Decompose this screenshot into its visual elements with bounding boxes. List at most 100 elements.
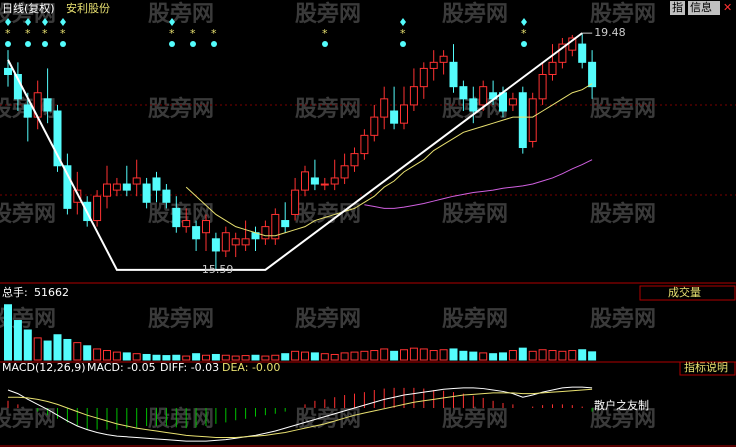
dea-line — [8, 388, 593, 439]
volume-bar — [241, 355, 250, 361]
volume-bar — [13, 320, 22, 361]
signal-diamond — [42, 18, 48, 26]
candle-body — [469, 98, 478, 112]
volume-bar — [350, 351, 359, 361]
dea-text: DEA: -0.00 — [222, 361, 280, 374]
candle-body — [459, 86, 468, 100]
candle-body — [53, 110, 62, 167]
icon-info-label[interactable]: 信息 — [690, 0, 712, 14]
volume-bar — [132, 353, 141, 361]
author-text: 散户之友制 — [594, 398, 649, 412]
volume-bar — [301, 351, 309, 361]
signal-dot — [400, 41, 406, 47]
candle-body — [499, 92, 507, 112]
volume-bar — [459, 350, 468, 361]
candle-body — [330, 177, 339, 185]
signal-star: * — [322, 27, 328, 40]
candle-body — [578, 43, 587, 63]
watermark: 股旁网 — [442, 306, 508, 332]
candle-body — [152, 177, 161, 191]
diff-text: DIFF: -0.03 — [160, 361, 219, 374]
volume-bar — [23, 329, 32, 361]
volume-bar — [93, 348, 102, 361]
signal-dot — [169, 41, 175, 47]
volume-bar — [489, 353, 498, 361]
candle-body — [390, 110, 399, 124]
signal-dot — [521, 41, 527, 47]
volume-bar — [211, 353, 220, 361]
volume-bar — [360, 350, 369, 361]
candle-body — [350, 153, 359, 167]
volume-bar — [182, 355, 191, 361]
icon-info[interactable] — [688, 1, 720, 15]
signal-dot — [25, 41, 31, 47]
watermark: 股旁网 — [148, 1, 214, 27]
signal-star: * — [169, 27, 175, 40]
signal-diamond — [25, 18, 31, 26]
volume-bar — [340, 352, 349, 361]
zigzag — [7, 32, 583, 271]
volume-bar — [221, 354, 230, 361]
candle-body — [202, 220, 210, 234]
candle-body — [231, 238, 240, 246]
signal-star: * — [190, 27, 196, 40]
volume-bar — [192, 353, 201, 361]
volume-bar — [103, 350, 111, 361]
candle-body — [211, 238, 220, 252]
watermark: 股旁网 — [590, 201, 656, 227]
candle-body — [23, 104, 32, 118]
volume-bar — [429, 350, 438, 361]
candle-body — [588, 61, 597, 88]
icon-zhi-label[interactable]: 指 — [672, 0, 683, 14]
candle-body — [400, 104, 408, 124]
watermark: 股旁网 — [590, 96, 656, 122]
volume-bar — [588, 351, 597, 361]
explain-button-label[interactable]: 指标说明 — [684, 360, 728, 374]
signal-star: * — [400, 27, 406, 40]
volume-bar — [43, 340, 52, 361]
macd-text: MACD: -0.05 — [87, 361, 156, 374]
signal-dot — [60, 41, 66, 47]
signal-star: * — [60, 27, 66, 40]
period-label: 日线(复权) — [2, 1, 55, 15]
volume-bar — [400, 349, 408, 361]
volume-bar — [63, 338, 72, 361]
volume-bar — [370, 350, 379, 361]
volume-bar — [53, 334, 62, 361]
volume-bar — [499, 352, 507, 361]
watermark: 股旁网 — [590, 406, 656, 432]
candle-body — [142, 183, 151, 203]
icon-close[interactable]: ✕ — [723, 1, 732, 14]
volume-bar — [271, 354, 280, 361]
candle-body — [4, 67, 12, 76]
volume-bar — [330, 353, 339, 361]
watermark: 股旁网 — [442, 201, 508, 227]
candle-body — [43, 98, 52, 112]
candle-body — [479, 86, 488, 106]
candle-body — [93, 195, 102, 222]
explain-button[interactable] — [679, 361, 736, 376]
volume-bar — [479, 352, 488, 361]
signal-dot — [42, 41, 48, 47]
candle-body — [419, 67, 428, 88]
volume-bar — [390, 350, 399, 361]
volume-bar — [310, 352, 319, 361]
watermark: 股旁网 — [0, 201, 56, 227]
icon-zhi[interactable] — [670, 1, 685, 15]
volume-bar — [380, 348, 389, 361]
volume-button[interactable] — [639, 285, 736, 301]
volume-button-label[interactable]: 成交量 — [668, 285, 701, 299]
candle-body — [558, 43, 567, 63]
stock-name: 安利股份 — [66, 1, 110, 15]
volume-bar — [568, 350, 577, 361]
volume-bar — [142, 353, 151, 361]
signal-star: * — [42, 27, 48, 40]
volume-bar — [83, 345, 92, 361]
signal-star: * — [5, 27, 11, 40]
watermark: 股旁网 — [442, 1, 508, 27]
watermark: 股旁网 — [148, 306, 214, 332]
volume-bar — [409, 347, 418, 361]
watermark: 股旁网 — [295, 306, 361, 332]
volume-bar — [251, 354, 260, 361]
signal-star: * — [25, 27, 31, 40]
